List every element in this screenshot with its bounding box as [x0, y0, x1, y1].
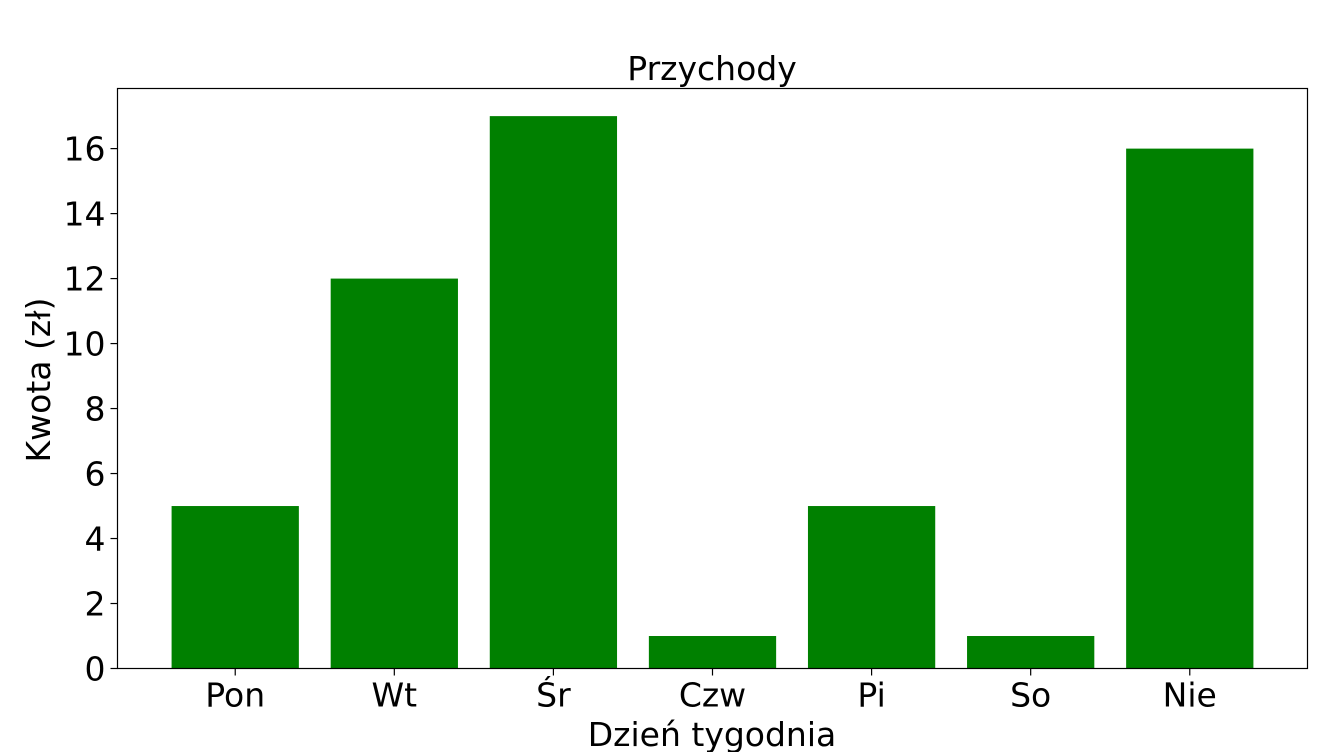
y-tick-label: 16: [64, 130, 106, 169]
bar-pon: [171, 506, 299, 669]
y-tick-label: 12: [64, 260, 106, 299]
x-tick-label: Pon: [205, 676, 265, 715]
y-tick-label: 8: [85, 390, 106, 429]
bar-pi: [807, 506, 936, 669]
x-tick-label: Śr: [536, 675, 571, 715]
x-tick-label: So: [1010, 676, 1051, 715]
bars-group: [171, 116, 1254, 669]
y-tick-label: 2: [85, 585, 106, 624]
y-tick-label: 6: [85, 455, 106, 494]
bar-nie: [1126, 148, 1254, 669]
x-tick-label: Nie: [1163, 676, 1217, 715]
y-axis-label: Kwota (zł): [19, 298, 58, 463]
y-tick-label: 4: [85, 520, 106, 559]
y-tick-label: 10: [64, 325, 106, 364]
bar-wt: [330, 278, 458, 669]
x-axis-ticks: Pon Wt Śr Czw Pi So Nie: [205, 668, 1217, 715]
chart-title: Przychody: [627, 49, 796, 88]
bar-so: [967, 636, 1095, 669]
y-axis-ticks: 0 2 4 6 8 10 12 14 16: [64, 130, 118, 689]
x-tick-label: Pi: [857, 676, 885, 715]
bar-czw: [648, 636, 777, 669]
x-axis-label: Dzień tygodnia: [588, 715, 836, 752]
y-tick-label: 0: [85, 650, 106, 689]
x-tick-label: Czw: [679, 676, 746, 715]
y-tick-label: 14: [64, 195, 106, 234]
bar-śr: [489, 116, 618, 669]
x-tick-label: Wt: [372, 676, 418, 715]
